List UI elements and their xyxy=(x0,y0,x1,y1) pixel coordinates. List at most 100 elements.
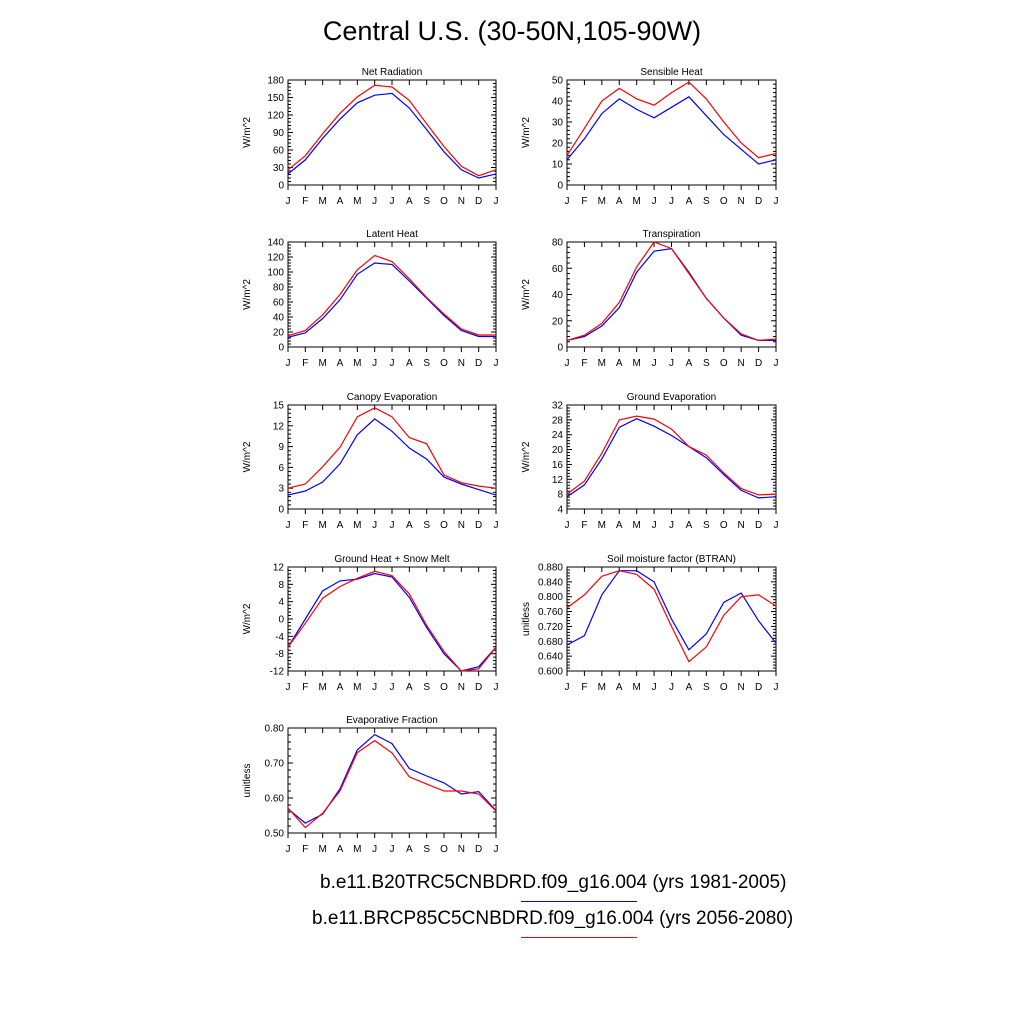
x-tick-label: M xyxy=(598,682,606,693)
x-tick-label: D xyxy=(475,358,482,369)
y-tick-label: 60 xyxy=(273,298,285,309)
y-tick-label: 32 xyxy=(552,401,564,412)
series-line-future-run xyxy=(287,739,497,829)
series-line-control-run xyxy=(566,96,777,165)
y-tick-label: 90 xyxy=(273,128,285,139)
x-tick-label: J xyxy=(565,358,570,369)
y-axis-label: W/m^2 xyxy=(521,117,532,148)
series-line-control-run xyxy=(566,418,777,499)
x-tick-label: J xyxy=(372,196,377,207)
y-tick-label: 12 xyxy=(273,421,285,432)
y-tick-label: 6 xyxy=(278,463,284,474)
x-tick-label: M xyxy=(353,520,361,531)
series-line-future-run xyxy=(566,570,777,663)
legend-swatch-control-run xyxy=(521,901,637,902)
series-line-control-run xyxy=(287,262,496,338)
y-tick-label: 40 xyxy=(552,97,564,108)
x-tick-label: A xyxy=(686,682,693,693)
y-tick-label: 80 xyxy=(273,283,285,294)
x-tick-label: A xyxy=(406,682,413,693)
x-tick-label: D xyxy=(475,844,482,855)
y-tick-label: 0.880 xyxy=(538,563,563,574)
plot-frame xyxy=(287,404,497,510)
x-tick-label: J xyxy=(372,844,377,855)
series-line-future-run xyxy=(287,570,497,672)
x-tick-label: S xyxy=(703,196,710,207)
y-tick-label: 20 xyxy=(552,316,564,327)
x-tick-label: M xyxy=(353,682,361,693)
x-tick-label: A xyxy=(616,682,623,693)
x-tick-label: J xyxy=(390,196,395,207)
y-tick-label: 0 xyxy=(278,505,284,516)
x-tick-label: D xyxy=(475,520,482,531)
y-tick-label: 0.840 xyxy=(538,577,563,588)
x-tick-label: J xyxy=(390,520,395,531)
x-tick-label: J xyxy=(286,682,291,693)
series-line-future-run xyxy=(566,415,777,496)
series-line-control-run xyxy=(566,247,776,341)
panel-title: Canopy Evaporation xyxy=(347,392,438,403)
x-tick-label: N xyxy=(738,520,745,531)
x-tick-label: A xyxy=(337,844,344,855)
x-tick-label: A xyxy=(686,196,693,207)
y-tick-label: 0.60 xyxy=(265,794,285,805)
y-tick-label: 12 xyxy=(552,475,564,486)
y-tick-label: -4 xyxy=(275,632,284,643)
y-axis-label: W/m^2 xyxy=(242,117,253,148)
y-tick-label: 16 xyxy=(552,460,564,471)
x-tick-label: D xyxy=(755,358,762,369)
x-tick-label: J xyxy=(494,196,499,207)
x-tick-label: D xyxy=(475,196,482,207)
panel-title: Net Radiation xyxy=(362,67,423,78)
x-tick-label: A xyxy=(616,196,623,207)
panel-title: Soil moisture factor (BTRAN) xyxy=(607,554,736,565)
y-tick-label: 0.800 xyxy=(538,592,563,603)
x-tick-label: M xyxy=(318,196,326,207)
x-tick-label: J xyxy=(774,682,779,693)
y-tick-label: 20 xyxy=(552,445,564,456)
y-tick-label: 80 xyxy=(552,238,564,249)
x-tick-label: J xyxy=(390,358,395,369)
x-tick-label: J xyxy=(494,358,499,369)
x-tick-label: J xyxy=(652,358,657,369)
x-tick-label: J xyxy=(565,196,570,207)
x-tick-label: F xyxy=(302,358,308,369)
x-tick-label: M xyxy=(318,358,326,369)
y-tick-label: 24 xyxy=(552,430,564,441)
x-tick-label: J xyxy=(372,682,377,693)
y-axis-label: W/m^2 xyxy=(521,279,532,310)
y-tick-label: 8 xyxy=(557,490,563,501)
panel-title: Ground Heat + Snow Melt xyxy=(334,554,450,565)
x-tick-label: F xyxy=(581,520,587,531)
y-tick-label: 8 xyxy=(278,580,284,591)
x-tick-label: M xyxy=(598,196,606,207)
y-tick-label: 0 xyxy=(557,343,563,354)
y-tick-label: 0.760 xyxy=(538,607,563,618)
y-tick-label: 40 xyxy=(273,313,285,324)
x-tick-label: M xyxy=(598,520,606,531)
panel-ground-heat-snow-melt: Ground Heat + Snow Melt W/m^2 -12 -8 -4 0 4 8 12… xyxy=(242,554,499,693)
x-tick-label: S xyxy=(703,682,710,693)
x-tick-label: J xyxy=(669,358,674,369)
y-tick-label: 0.640 xyxy=(538,652,563,663)
y-axis-label: unitless xyxy=(242,764,253,798)
x-tick-label: J xyxy=(494,520,499,531)
y-tick-label: 0 xyxy=(278,343,284,354)
y-axis-label: W/m^2 xyxy=(242,279,253,310)
x-tick-label: N xyxy=(458,682,465,693)
y-tick-label: 3 xyxy=(278,484,284,495)
x-tick-label: J xyxy=(372,358,377,369)
x-tick-label: J xyxy=(372,520,377,531)
x-tick-label: O xyxy=(440,358,448,369)
x-tick-label: S xyxy=(423,196,430,207)
y-tick-label: 0 xyxy=(278,615,284,626)
y-tick-label: 9 xyxy=(278,442,284,453)
x-tick-label: O xyxy=(720,520,728,531)
plot-frame xyxy=(287,79,497,186)
